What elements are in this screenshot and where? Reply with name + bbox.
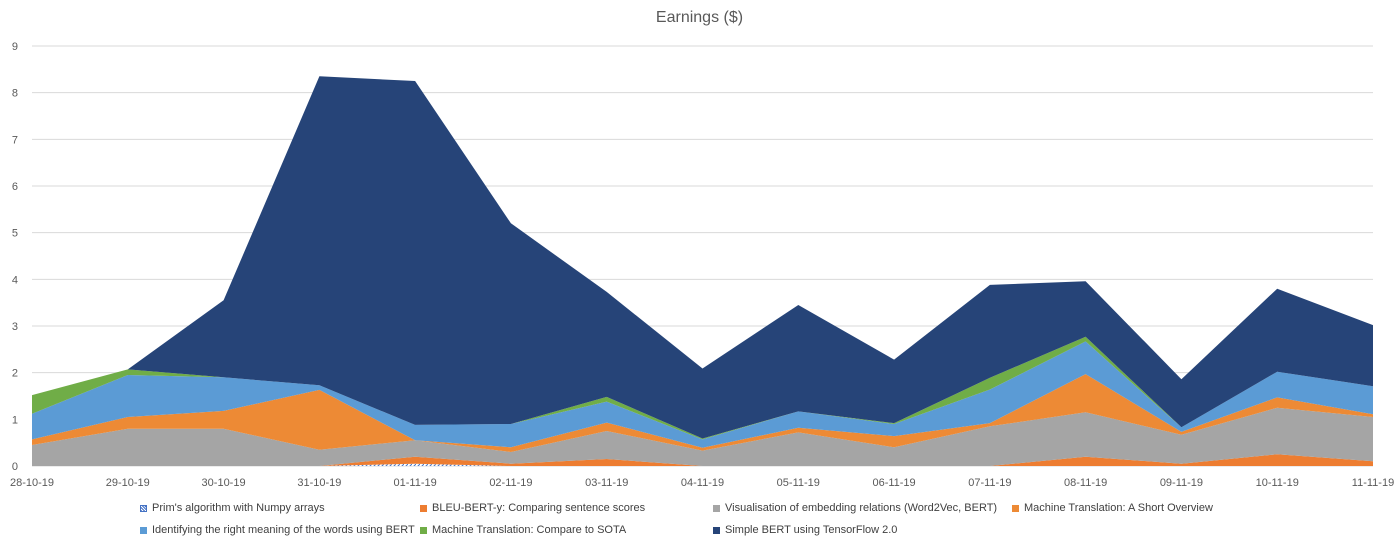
legend-swatch [713,526,720,534]
legend: Prim's algorithm with Numpy arrays BLEU-B… [140,497,1340,541]
y-tick-label: 5 [12,228,18,240]
x-tick-label: 29-10-19 [106,477,150,489]
x-tick-label: 02-11-19 [489,477,532,489]
legend-item: Machine Translation: A Short Overview [1012,502,1213,514]
legend-swatch [1012,504,1019,512]
legend-item: Prim's algorithm with Numpy arrays [140,502,420,514]
chart-title: Earnings ($) [655,9,744,26]
x-tick-label: 28-10-19 [10,477,54,489]
x-tick-label: 07-11-19 [968,477,1011,489]
legend-label: Simple BERT using TensorFlow 2.0 [725,524,898,536]
legend-item: Visualisation of embedding relations (Wo… [713,502,1012,514]
legend-item: Machine Translation: Compare to SOTA [420,524,713,536]
legend-label: Machine Translation: A Short Overview [1024,502,1213,514]
series-area [32,341,1373,448]
legend-item: Identifying the right meaning of the wor… [140,524,420,536]
y-tick-label: 2 [12,368,18,380]
x-tick-label: 03-11-19 [585,477,628,489]
legend-item: Simple BERT using TensorFlow 2.0 [713,524,1012,536]
series-area [32,454,1373,466]
y-tick-label: 4 [12,274,18,286]
legend-item: BLEU-BERT-y: Comparing sentence scores [420,502,713,514]
legend-label: Machine Translation: Compare to SOTA [432,524,627,536]
x-tick-label: 11-11-19 [1352,477,1394,489]
series-areas [32,76,1373,466]
y-tick-label: 8 [12,88,18,100]
y-axis-ticks: 0 1 2 3 4 5 6 7 8 9 [12,41,18,473]
y-tick-label: 3 [12,321,18,333]
x-axis-ticks: 28-10-19 29-10-19 30-10-19 31-10-19 01-11-19… [10,477,1394,489]
x-tick-label: 01-11-19 [394,477,437,489]
x-tick-label: 08-11-19 [1064,477,1107,489]
y-tick-label: 7 [12,134,18,146]
legend-swatch [420,504,427,512]
y-tick-label: 1 [12,414,18,426]
legend-swatch [140,504,147,512]
y-tick-label: 6 [12,181,18,193]
x-tick-label: 09-11-19 [1160,477,1203,489]
series-area [32,407,1373,466]
legend-label: Identifying the right meaning of the wor… [152,524,415,536]
x-tick-label: 05-11-19 [777,477,820,489]
legend-swatch [140,526,147,534]
legend-label: BLEU-BERT-y: Comparing sentence scores [432,502,646,514]
legend-swatch [713,504,720,512]
legend-label: Prim's algorithm with Numpy arrays [152,502,325,514]
series-area [32,463,1373,466]
x-tick-label: 04-11-19 [681,477,724,489]
legend-row: Prim's algorithm with Numpy arrays BLEU-B… [140,497,1340,519]
x-tick-label: 31-10-19 [297,477,341,489]
legend-label: Visualisation of embedding relations (Wo… [725,502,998,514]
legend-swatch [420,526,427,534]
x-tick-label: 06-11-19 [872,477,915,489]
legend-row: Identifying the right meaning of the wor… [140,519,1340,541]
x-tick-label: 30-10-19 [202,477,246,489]
series-area [32,336,1373,440]
x-tick-label: 10-11-19 [1256,477,1299,489]
y-tick-label: 0 [12,461,18,473]
series-area [32,76,1373,439]
series-area [32,374,1373,452]
y-tick-label: 9 [12,41,18,53]
